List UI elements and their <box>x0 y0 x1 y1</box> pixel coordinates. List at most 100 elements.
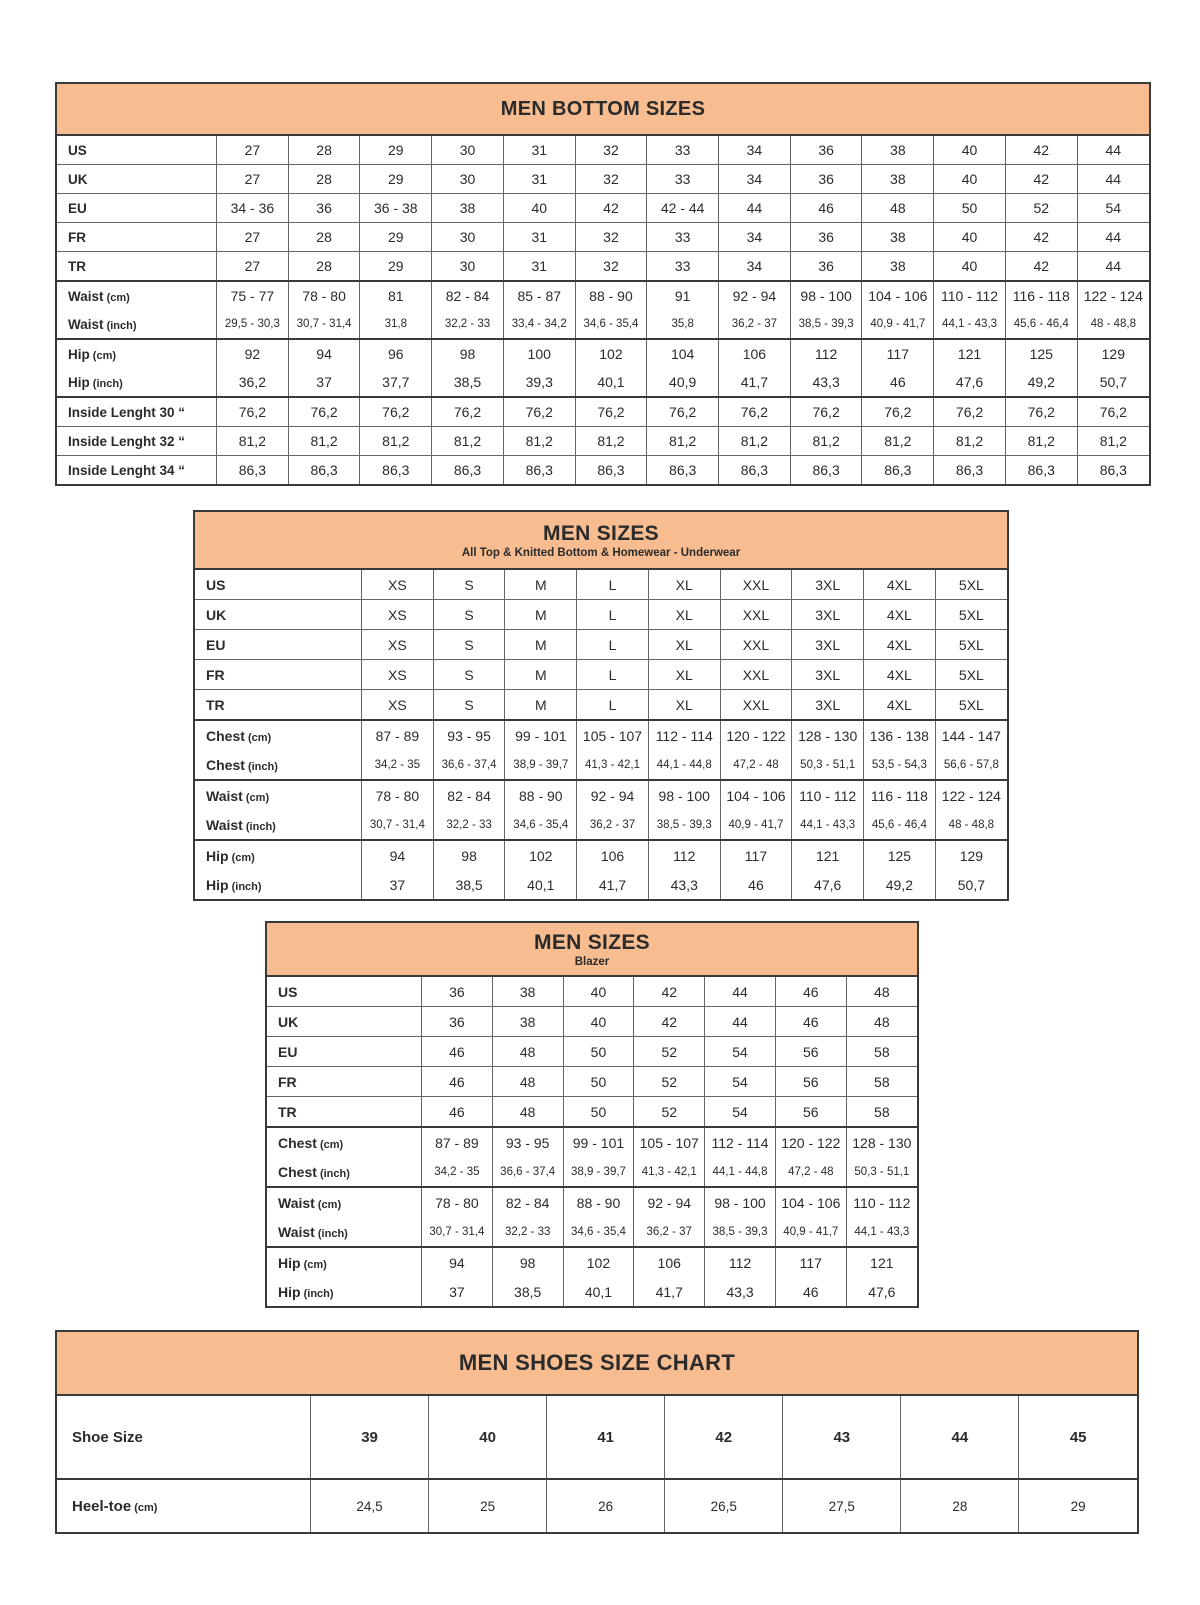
table-row: US 36 38 40 42 44 46 48 <box>267 977 917 1007</box>
size-cell: S <box>432 689 505 720</box>
size-cell: 50,7 <box>934 870 1007 899</box>
table-row: Chest (inch) 34,2 - 35 36,6 - 37,4 38,9 - 3… <box>195 750 1007 780</box>
size-cell: 120 - 122 <box>774 1126 847 1157</box>
size-cell: 136 - 138 <box>863 719 936 750</box>
size-cell: 75 - 77 <box>216 280 289 310</box>
size-cell: 98 - 100 <box>789 280 862 310</box>
size-cell: 46 <box>789 193 862 223</box>
row-label-unit: (cm) <box>242 791 270 804</box>
size-cell: 112 - 114 <box>647 719 721 750</box>
size-cell: 94 <box>361 839 434 870</box>
row-label: Waist (inch) <box>68 316 137 332</box>
size-cell: 3XL <box>791 599 864 630</box>
table-row: EU 34 - 36 36 36 - 38 38 40 42 42 - 44 44 46 48 50 5… <box>57 193 1149 223</box>
row-label: US <box>278 983 298 1000</box>
size-cell: 38,9 - 39,7 <box>562 1157 634 1187</box>
size-cell: 46 <box>774 1006 847 1037</box>
size-cell: 36 <box>421 1006 493 1037</box>
table-row: Waist (cm) 78 - 80 82 - 84 88 - 90 92 - 94 98… <box>267 1186 917 1217</box>
size-cell: 41,7 <box>718 368 791 397</box>
table-row: UK XS S M L XL XXL 3XL 4XL 5XL <box>195 599 1007 630</box>
men-sizes-blazer-header: MEN SIZES Blazer <box>267 923 917 977</box>
size-cell: 36,6 - 37,4 <box>491 1157 564 1187</box>
size-cell: 5XL <box>934 659 1007 690</box>
size-cell: 76,2 <box>502 396 576 427</box>
size-cell: 44,1 - 43,3 <box>845 1217 917 1247</box>
table-row: Chest (cm) 87 - 89 93 - 95 99 - 101 105 - 10… <box>267 1126 917 1157</box>
table-row: Waist (inch) 30,7 - 31,4 32,2 - 33 34,6 - 3… <box>195 810 1007 840</box>
size-cell: 47,2 - 48 <box>774 1157 847 1187</box>
size-cell: 48 <box>845 1006 917 1037</box>
row-label: Chest (inch) <box>278 1163 350 1180</box>
size-cell: 86,3 <box>287 455 360 484</box>
size-cell: 93 - 95 <box>432 719 505 750</box>
size-cell: 31 <box>502 251 576 281</box>
row-label: US <box>68 142 87 158</box>
size-cell: S <box>432 659 505 690</box>
size-cell: 76,2 <box>359 396 432 427</box>
size-cell: 27 <box>216 251 289 281</box>
table-row: Chest (cm) 87 - 89 93 - 95 99 - 101 105 - 10… <box>195 719 1007 750</box>
size-cell: 32 <box>574 251 647 281</box>
size-cell: 26,5 <box>664 1478 783 1532</box>
size-cell: 39 <box>309 1396 429 1479</box>
size-cell: 99 - 101 <box>504 719 577 750</box>
size-cell: 44 <box>704 977 776 1007</box>
size-cell: 81,2 <box>789 426 862 456</box>
size-cell: 32,2 - 33 <box>491 1217 564 1247</box>
size-cell: 50,3 - 51,1 <box>791 750 864 780</box>
size-cell: 37 <box>287 368 360 397</box>
size-cell: XS <box>361 689 434 720</box>
size-cell: 86,3 <box>1076 455 1149 484</box>
row-label: EU <box>195 629 362 660</box>
size-cell: 44,1 - 43,3 <box>933 310 1006 339</box>
size-cell: 34,2 - 35 <box>361 750 434 780</box>
size-cell: 42 <box>1004 251 1078 281</box>
size-cell: 5XL <box>934 570 1007 600</box>
size-cell: 76,2 <box>1076 396 1149 427</box>
size-cell: 86,3 <box>359 455 432 484</box>
size-cell: 121 <box>791 839 864 870</box>
size-cell: 47,6 <box>791 870 864 899</box>
size-cell: 45,6 - 46,4 <box>863 810 936 840</box>
size-cell: 81,2 <box>933 426 1006 456</box>
size-cell: S <box>432 570 505 600</box>
row-label: Shoe Size <box>72 1428 143 1446</box>
size-cell: 30 <box>431 251 504 281</box>
size-cell: 81,2 <box>502 426 576 456</box>
row-label: Hip (cm) <box>195 839 362 870</box>
size-cell: 36 <box>789 222 862 252</box>
table-row: FR 27 28 29 30 31 32 33 34 36 38 40 42 44 <box>57 222 1149 252</box>
size-cell: L <box>576 659 649 690</box>
size-cell: 112 - 114 <box>704 1126 776 1157</box>
size-cell: 100 <box>502 338 576 368</box>
size-cell: 38 <box>491 977 564 1007</box>
row-label-unit: (inch) <box>316 1167 350 1180</box>
row-label: Hip (inch) <box>278 1283 334 1300</box>
size-cell: 86,3 <box>861 455 934 484</box>
size-cell: 29 <box>359 222 432 252</box>
size-cell: 76,2 <box>789 396 862 427</box>
size-cell: 45,6 - 46,4 <box>1004 310 1078 339</box>
table-row: Inside Lenght 30 “76,2 76,2 76,2 76,2 76,2 76… <box>57 396 1149 427</box>
size-cell: 81,2 <box>359 426 432 456</box>
size-cell: 98 - 100 <box>704 1186 776 1217</box>
size-cell: 40,1 <box>562 1277 634 1306</box>
size-cell: 54 <box>704 1066 776 1097</box>
row-label-unit: (cm) <box>244 731 272 744</box>
size-cell: M <box>504 599 577 630</box>
size-cell: 29 <box>359 251 432 281</box>
size-cell: XL <box>647 689 721 720</box>
size-cell: 81,2 <box>1076 426 1149 456</box>
size-cell: 44 <box>1076 251 1149 281</box>
table-subtitle: All Top & Knitted Bottom & Homewear - Un… <box>461 546 741 559</box>
table-row: FR XS S M L XL XXL 3XL 4XL 5XL <box>195 659 1007 690</box>
size-cell: 102 <box>562 1246 634 1277</box>
size-cell: 34,2 - 35 <box>421 1157 493 1187</box>
size-cell: 29 <box>1018 1478 1137 1532</box>
size-cell: 30,7 - 31,4 <box>287 310 360 339</box>
size-cell: 46 <box>421 1036 493 1067</box>
size-cell: 50,7 <box>1076 368 1149 397</box>
size-cell: 36 <box>789 136 862 165</box>
size-cell: 28 <box>287 136 360 165</box>
